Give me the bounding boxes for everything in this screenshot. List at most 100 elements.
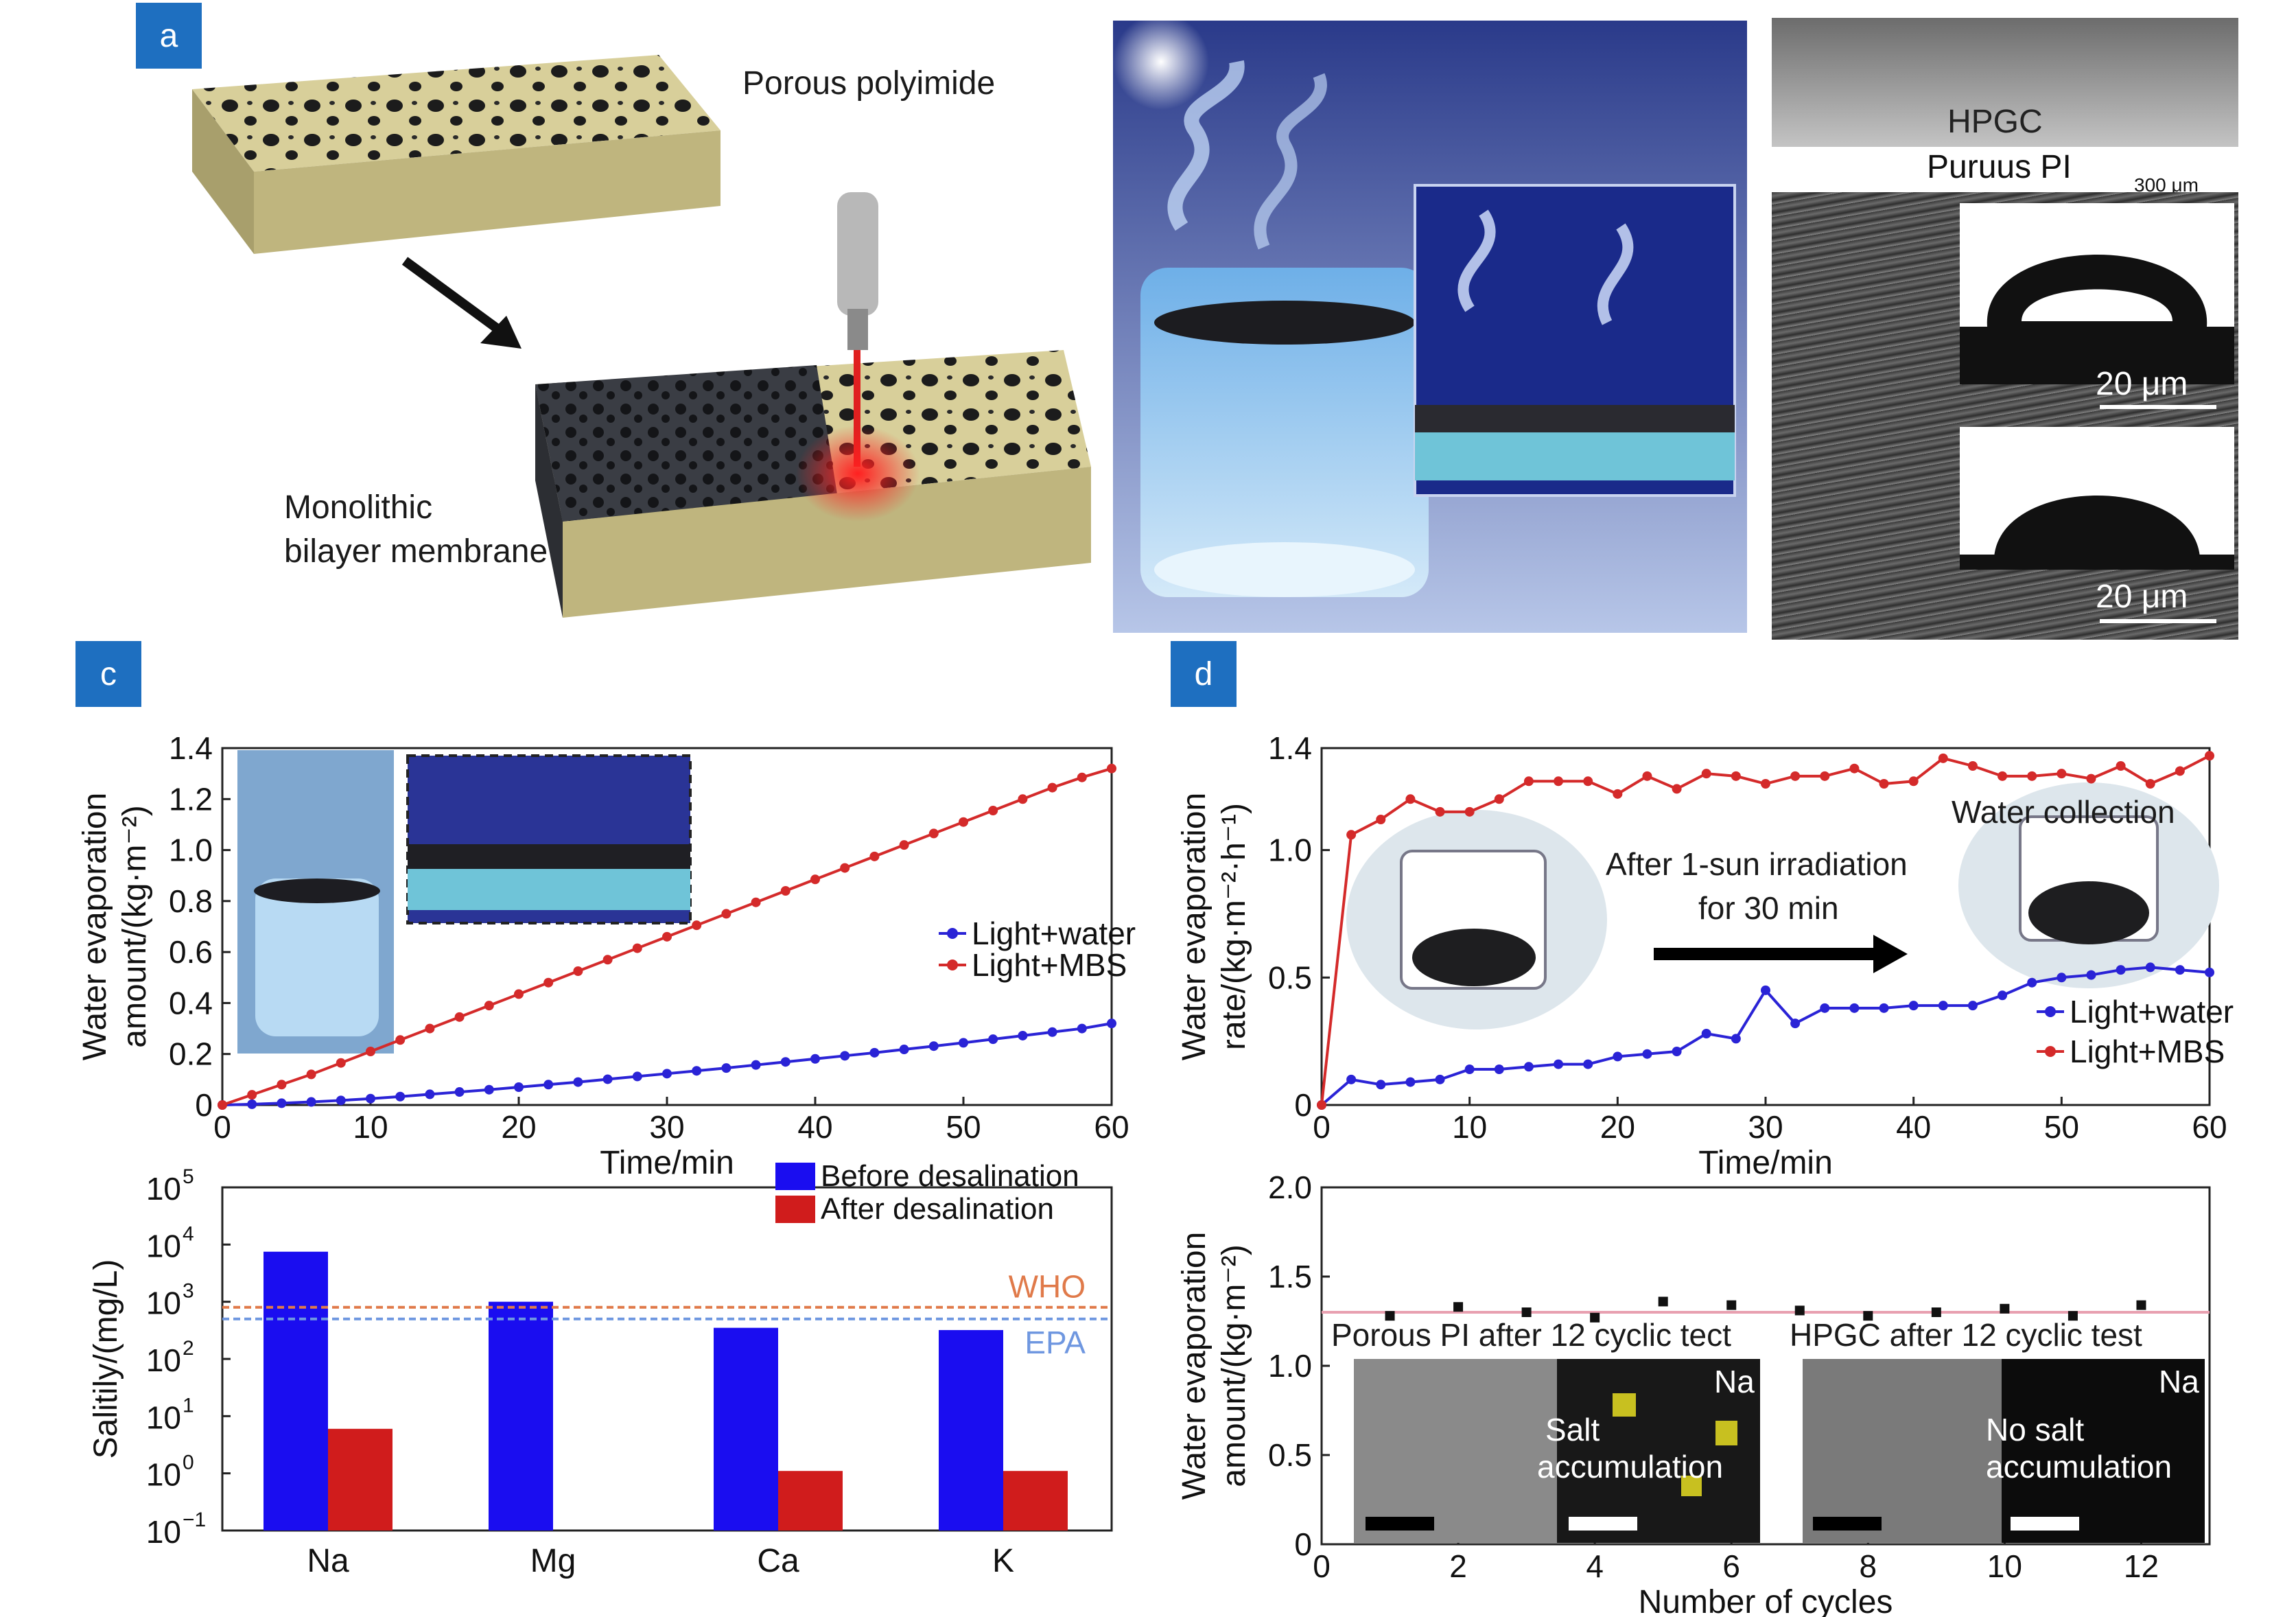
d-y-tick-label: 1.4 xyxy=(1268,730,1312,766)
d-x-tick-label: 0 xyxy=(1313,1109,1331,1145)
d-data-point xyxy=(1376,1080,1386,1090)
f-y-tick-label: 1.0 xyxy=(1268,1348,1312,1384)
d-data-point xyxy=(1908,1001,1919,1011)
d-y-tick-label: 0 xyxy=(1294,1087,1312,1123)
chart-f-inset-sem xyxy=(1354,1359,2205,1543)
c-data-point xyxy=(514,1082,524,1092)
c-data-point xyxy=(395,1035,406,1045)
panel-label-c: c xyxy=(75,641,141,707)
d-data-point xyxy=(2145,779,2155,789)
c-data-point xyxy=(454,1087,465,1097)
d-data-point xyxy=(1790,771,1801,781)
chart-d-evaporation-rate: 0 10 20 30 40 50 60 0 0.5 1.0 1.4 Time/min Water eva… xyxy=(1176,730,2234,1181)
scale-bar-drop1 xyxy=(2100,405,2216,409)
c-data-point xyxy=(277,1098,287,1108)
inset-element-left: Na xyxy=(1714,1364,1755,1399)
c-data-point xyxy=(810,1054,820,1064)
c-data-point xyxy=(247,1090,257,1100)
c-y-tick-label: 0 xyxy=(195,1087,213,1123)
f-data-point xyxy=(1385,1311,1395,1321)
d-legend-label: Light+water xyxy=(2070,994,2234,1029)
laser-head-icon xyxy=(837,192,878,316)
d-data-point xyxy=(1998,990,2008,1001)
membrane-disc xyxy=(1154,301,1415,345)
e-y-tick-exponent: 2 xyxy=(183,1337,194,1360)
c-data-point xyxy=(1047,782,1057,793)
e-bar-na-before xyxy=(263,1251,328,1531)
f-data-point xyxy=(1590,1312,1600,1323)
c-data-point xyxy=(840,863,850,873)
c-data-point xyxy=(543,1080,554,1090)
d-data-point xyxy=(2027,977,2037,988)
e-y-tick-label: 10 xyxy=(146,1286,181,1321)
d-data-point xyxy=(2057,973,2067,983)
d-data-point xyxy=(2086,970,2096,980)
c-data-point xyxy=(395,1091,406,1102)
inset-right-note-line1: No salt xyxy=(1986,1412,2085,1447)
c-x-tick-label: 40 xyxy=(797,1109,832,1145)
e-y-tick-label: 10 xyxy=(146,1399,181,1435)
d-data-point xyxy=(1376,815,1386,824)
c-data-point xyxy=(425,1089,435,1100)
f-x-tick-label: 10 xyxy=(1987,1548,2022,1584)
membrane-label-line1: Monolithic xyxy=(284,489,433,526)
vapor xyxy=(1167,60,1245,231)
c-data-point xyxy=(336,1058,346,1068)
d-data-point xyxy=(1761,779,1770,789)
inset-left-note-line2: accumulation xyxy=(1537,1449,1724,1485)
c-data-point xyxy=(1018,794,1028,804)
c-data-point xyxy=(780,886,790,896)
inset-right-note-line2: accumulation xyxy=(1986,1449,2172,1485)
scale-bar-drop2-label: 20 μm xyxy=(2096,579,2188,615)
c-data-point xyxy=(1107,763,1116,773)
c-x-tick-label: 60 xyxy=(1094,1109,1129,1145)
e-bar-ca-after xyxy=(778,1471,843,1531)
d-data-point xyxy=(2175,766,2185,776)
hpgc-label: HPGC xyxy=(1947,104,2043,140)
c-data-point xyxy=(899,840,909,850)
f-y-tick-label: 2.0 xyxy=(1268,1170,1312,1205)
c-y-tick-label: 1.0 xyxy=(169,833,213,868)
d-data-point xyxy=(2175,965,2185,975)
e-y-tick-exponent: 3 xyxy=(183,1280,194,1303)
c-data-point xyxy=(988,806,998,815)
d-data-point xyxy=(1879,1003,1889,1013)
f-x-tick-label: 6 xyxy=(1722,1548,1740,1584)
f-x-tick-label: 2 xyxy=(1449,1548,1467,1584)
d-legend-marker xyxy=(2045,1046,2056,1057)
c-data-point xyxy=(692,1066,702,1076)
c-data-point xyxy=(543,977,554,988)
d-data-point xyxy=(2116,965,2126,975)
c-legend-label: Light+water xyxy=(972,916,1136,951)
panel-label-a: a xyxy=(136,3,202,69)
c-data-point xyxy=(573,1077,583,1087)
e-y-tick-exponent: 1 xyxy=(183,1394,194,1417)
c-y-tick-label: 0.8 xyxy=(169,883,213,919)
d-data-point xyxy=(1879,779,1889,789)
e-legend-label: Before desalination xyxy=(821,1160,1079,1193)
d-data-point xyxy=(1346,1074,1357,1084)
c-data-point xyxy=(810,874,820,885)
f-x-axis-label: Number of cycles xyxy=(1639,1584,1893,1617)
d-data-point xyxy=(1642,1049,1652,1059)
d-data-point xyxy=(1346,830,1357,840)
d-x-tick-label: 50 xyxy=(2044,1109,2079,1145)
f-data-point xyxy=(1726,1300,1737,1310)
membrane-label-line2: bilayer membrane xyxy=(284,533,548,570)
d-data-point xyxy=(1967,1001,1978,1011)
scale-bar-top-label: 300 μm xyxy=(2134,174,2199,196)
d-x-tick-label: 30 xyxy=(1748,1109,1783,1145)
porous-polyimide-block xyxy=(192,55,721,172)
c-data-point xyxy=(484,1001,494,1011)
e-y-axis-label: Salitily/(mg/L) xyxy=(88,1259,124,1459)
f-data-point xyxy=(2136,1300,2146,1310)
membrane-illustration xyxy=(192,55,1091,618)
f-x-tick-label: 4 xyxy=(1586,1548,1604,1584)
d-x-tick-label: 10 xyxy=(1452,1109,1487,1145)
scale-bar-drop2 xyxy=(2100,619,2216,623)
porous-pi-label: Puruus PI xyxy=(1927,149,2072,185)
d-data-point xyxy=(1938,1001,1948,1011)
e-category-label: Na xyxy=(307,1543,349,1579)
d-data-point xyxy=(1701,1029,1711,1038)
c-data-point xyxy=(869,851,880,861)
